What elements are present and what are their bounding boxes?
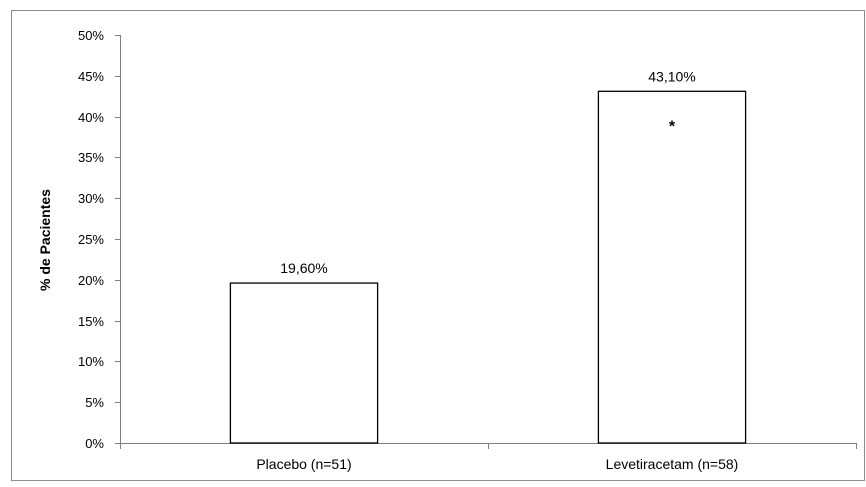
y-tick-label: 0% xyxy=(85,436,104,451)
bars xyxy=(229,90,747,444)
y-axis: 0% 5% 10% 15% 20% 25% 30% 35% 40% 45% 50% xyxy=(78,28,121,451)
x-category-label: Levetiracetam (n=58) xyxy=(606,456,739,472)
data-label: 43,10% xyxy=(648,68,695,84)
bar xyxy=(229,282,379,444)
y-axis-title: % de Pacientes xyxy=(37,189,53,291)
y-tick-label: 30% xyxy=(78,191,104,206)
y-tick-label: 15% xyxy=(78,314,104,329)
y-tick-label: 25% xyxy=(78,232,104,247)
significance-asterisk: * xyxy=(669,118,676,135)
y-tick-label: 35% xyxy=(78,150,104,165)
y-tick-label: 5% xyxy=(85,395,104,410)
x-category-label: Placebo (n=51) xyxy=(256,456,351,472)
y-tick-label: 40% xyxy=(78,110,104,125)
x-axis: Placebo (n=51) Levetiracetam (n=58) xyxy=(120,443,857,472)
y-tick-label: 45% xyxy=(78,69,104,84)
y-tick-label: 50% xyxy=(78,28,104,43)
y-tick-label: 10% xyxy=(78,354,104,369)
data-labels: 19,60% 43,10% * xyxy=(280,68,695,276)
y-tick-label: 20% xyxy=(78,273,104,288)
chart-frame xyxy=(11,10,865,481)
bar xyxy=(597,90,747,444)
data-label: 19,60% xyxy=(280,260,327,276)
